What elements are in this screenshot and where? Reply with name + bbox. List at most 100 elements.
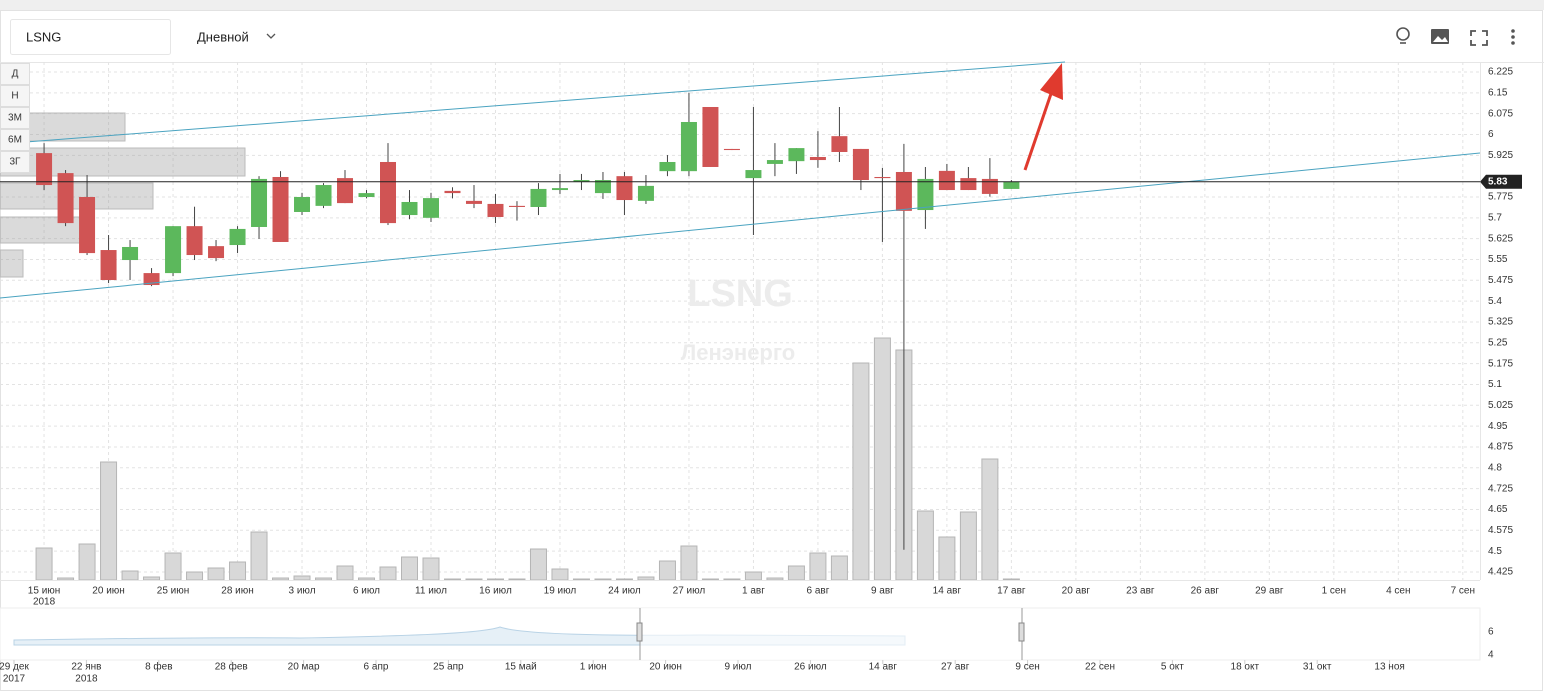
range-button[interactable] (0, 129, 30, 151)
volume-bar (809, 552, 827, 581)
candle-body (895, 171, 912, 211)
volume-bar (400, 556, 418, 581)
range-label[interactable]: 3М (8, 113, 22, 124)
nav-x-label: 28 фев (215, 661, 248, 673)
y-tick-label: 4.575 (1488, 525, 1513, 536)
y-tick-label: 4.5 (1488, 546, 1502, 557)
dropdown-arrow[interactable] (266, 33, 276, 39)
candle-body (551, 188, 568, 191)
candle-body (465, 200, 482, 204)
x-tick-label: 28 июн (221, 586, 254, 597)
nav-handle[interactable] (1018, 622, 1025, 642)
volume-bar (100, 461, 118, 581)
y-tick-label: 6.225 (1488, 67, 1513, 78)
y-tick-label: 6.15 (1488, 87, 1508, 98)
icon-snapshot[interactable] (1431, 29, 1449, 44)
x-tick-label: 24 июл (608, 586, 641, 597)
volume-bar (35, 547, 53, 581)
nav-x-label: 13 ноя (1374, 662, 1404, 673)
candle-body (165, 226, 182, 274)
volume-bar (744, 571, 762, 581)
range-label[interactable]: Н (11, 91, 18, 102)
range-label[interactable]: 6М (8, 135, 22, 146)
candle-body (573, 180, 590, 182)
candle-body (960, 178, 977, 191)
range-button[interactable] (0, 107, 30, 129)
nav-x-label: 25 апр (433, 662, 464, 673)
candle-body (766, 160, 783, 164)
x-tick-label: 20 авг (1062, 586, 1091, 597)
volume-bar (981, 458, 999, 581)
symbol-input[interactable] (10, 19, 171, 55)
volume-bar (443, 578, 461, 581)
volume-bar (701, 578, 719, 581)
icon-menu[interactable] (1511, 29, 1515, 45)
nav-x-label: 31 окт (1303, 662, 1332, 673)
y-tick-label: 5.55 (1488, 254, 1508, 265)
range-label[interactable]: Д (12, 69, 19, 80)
candle-body (315, 185, 332, 206)
symbol[interactable]: LSNG (26, 29, 61, 44)
candle-body (143, 273, 160, 286)
range-button[interactable] (0, 85, 30, 107)
candle-body (1003, 181, 1020, 189)
nav-x-label: 22 сен (1085, 662, 1115, 673)
icon-idea[interactable] (1396, 27, 1410, 44)
range-button[interactable] (0, 151, 30, 173)
last-price-label: 5.83 (1488, 176, 1508, 187)
interval-select[interactable]: Дневной (197, 29, 249, 44)
icon-fullscreen[interactable] (1470, 30, 1488, 46)
candle-body (186, 226, 203, 256)
candle-body (508, 205, 525, 207)
candle-body (122, 246, 139, 261)
x-tick-label: 23 авг (1126, 586, 1155, 597)
candle-body (251, 178, 268, 227)
y-tick-label: 5.325 (1488, 317, 1513, 328)
volume-bar (143, 576, 161, 581)
x-tick-label: 9 авг (871, 586, 894, 597)
range-label[interactable]: 3Г (10, 157, 22, 168)
y-tick-label: 6 (1488, 129, 1494, 140)
candle-body (659, 161, 676, 172)
volume-bar (250, 531, 268, 581)
x-tick-label: 25 июн (157, 586, 190, 597)
volume-bar (787, 565, 805, 581)
nav-year-label: 2018 (75, 674, 98, 685)
volume-bar (164, 552, 182, 581)
candle-body (380, 161, 397, 224)
trend-lines (0, 61, 1481, 299)
candles (36, 92, 1020, 550)
candle-body (637, 185, 654, 201)
nav-handle[interactable] (636, 622, 643, 642)
y-tick-label: 5.1 (1488, 379, 1502, 390)
volume-bar (508, 578, 526, 581)
x-tick-label: 1 сен (1322, 586, 1346, 597)
nav-x-label: 1 июн (580, 662, 607, 673)
y-tick-label: 5.25 (1488, 337, 1508, 348)
candle-body (594, 180, 611, 194)
range-button[interactable] (0, 63, 30, 85)
volume-bar (315, 577, 333, 581)
y-tick-label: 5.175 (1488, 358, 1513, 369)
candle-body (680, 121, 697, 172)
nav-x-label: 20 июн (649, 662, 682, 673)
y-tick-label: 5.7 (1488, 212, 1502, 223)
volume-bar (916, 510, 934, 581)
candle-body (530, 188, 547, 207)
nav-y-label: 4 (1488, 650, 1494, 661)
range-buttons: ДН 3М 6М 3Г (0, 63, 30, 173)
volume-bar (529, 548, 547, 581)
nav-x-label: 22 янв (71, 662, 101, 673)
candle-body (809, 156, 826, 161)
x-tick-label: 14 авг (933, 586, 962, 597)
watermark: LSNG (687, 273, 793, 315)
watermark-subtitle: Ленэнерго (681, 340, 795, 365)
nav-x-label: 26 июл (794, 662, 827, 673)
volume-bar (551, 568, 569, 581)
y-tick-label: 5.475 (1488, 275, 1513, 286)
candle-body (852, 148, 869, 181)
nav-year-label: 2017 (3, 674, 26, 685)
volume-bar (938, 536, 956, 581)
x-tick-label: 15 июн (28, 586, 61, 597)
y-tick-label: 5.625 (1488, 233, 1513, 244)
